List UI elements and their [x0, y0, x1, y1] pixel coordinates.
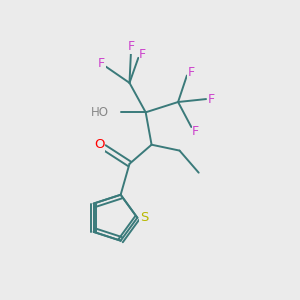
Text: F: F — [128, 40, 134, 53]
Text: F: F — [98, 57, 105, 70]
Text: S: S — [140, 211, 148, 224]
Text: F: F — [208, 93, 215, 106]
Text: F: F — [139, 48, 146, 61]
Text: HO: HO — [91, 106, 109, 119]
Text: F: F — [192, 125, 199, 138]
Text: O: O — [94, 138, 104, 151]
Text: F: F — [188, 66, 195, 79]
